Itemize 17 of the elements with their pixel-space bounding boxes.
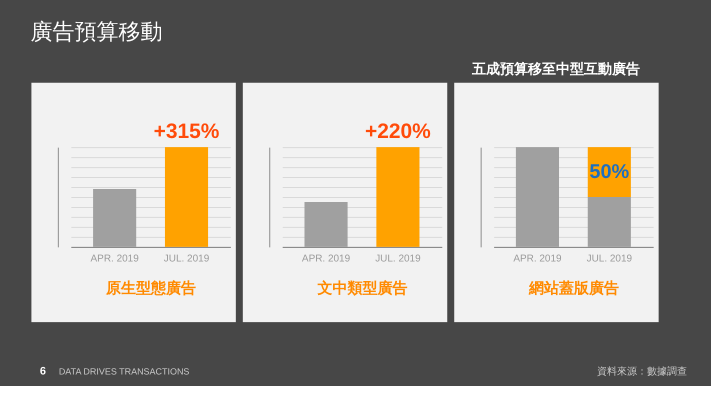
- source-note: 資料來源：數據調查: [597, 365, 688, 378]
- text: DATA DRIVES TRANSACTIONS: [58, 366, 190, 376]
- text: 五成預算移至中型互動廣告: [470, 60, 640, 76]
- x-tick-label: JUL. 2019: [164, 253, 210, 264]
- x-tick-label: JUL. 2019: [375, 253, 422, 264]
- x-axis-title: 原生型態廣告: [105, 279, 196, 298]
- x-tick-label: APR. 2019: [302, 253, 351, 264]
- annotation: +220%: [365, 120, 432, 144]
- annotation: +315%: [154, 120, 220, 144]
- data-label: 50%: [589, 161, 630, 184]
- x-axis-title: 文中類型廣告: [316, 279, 408, 298]
- text: 廣告預算移動: [30, 18, 162, 44]
- text: 6: [40, 365, 46, 378]
- x-axis-title: 網站蓋版廣告: [528, 279, 619, 298]
- x-tick-label: APR. 2019: [90, 253, 140, 264]
- x-tick-label: APR. 2019: [513, 253, 562, 264]
- x-tick-label: JUL. 2019: [586, 253, 632, 264]
